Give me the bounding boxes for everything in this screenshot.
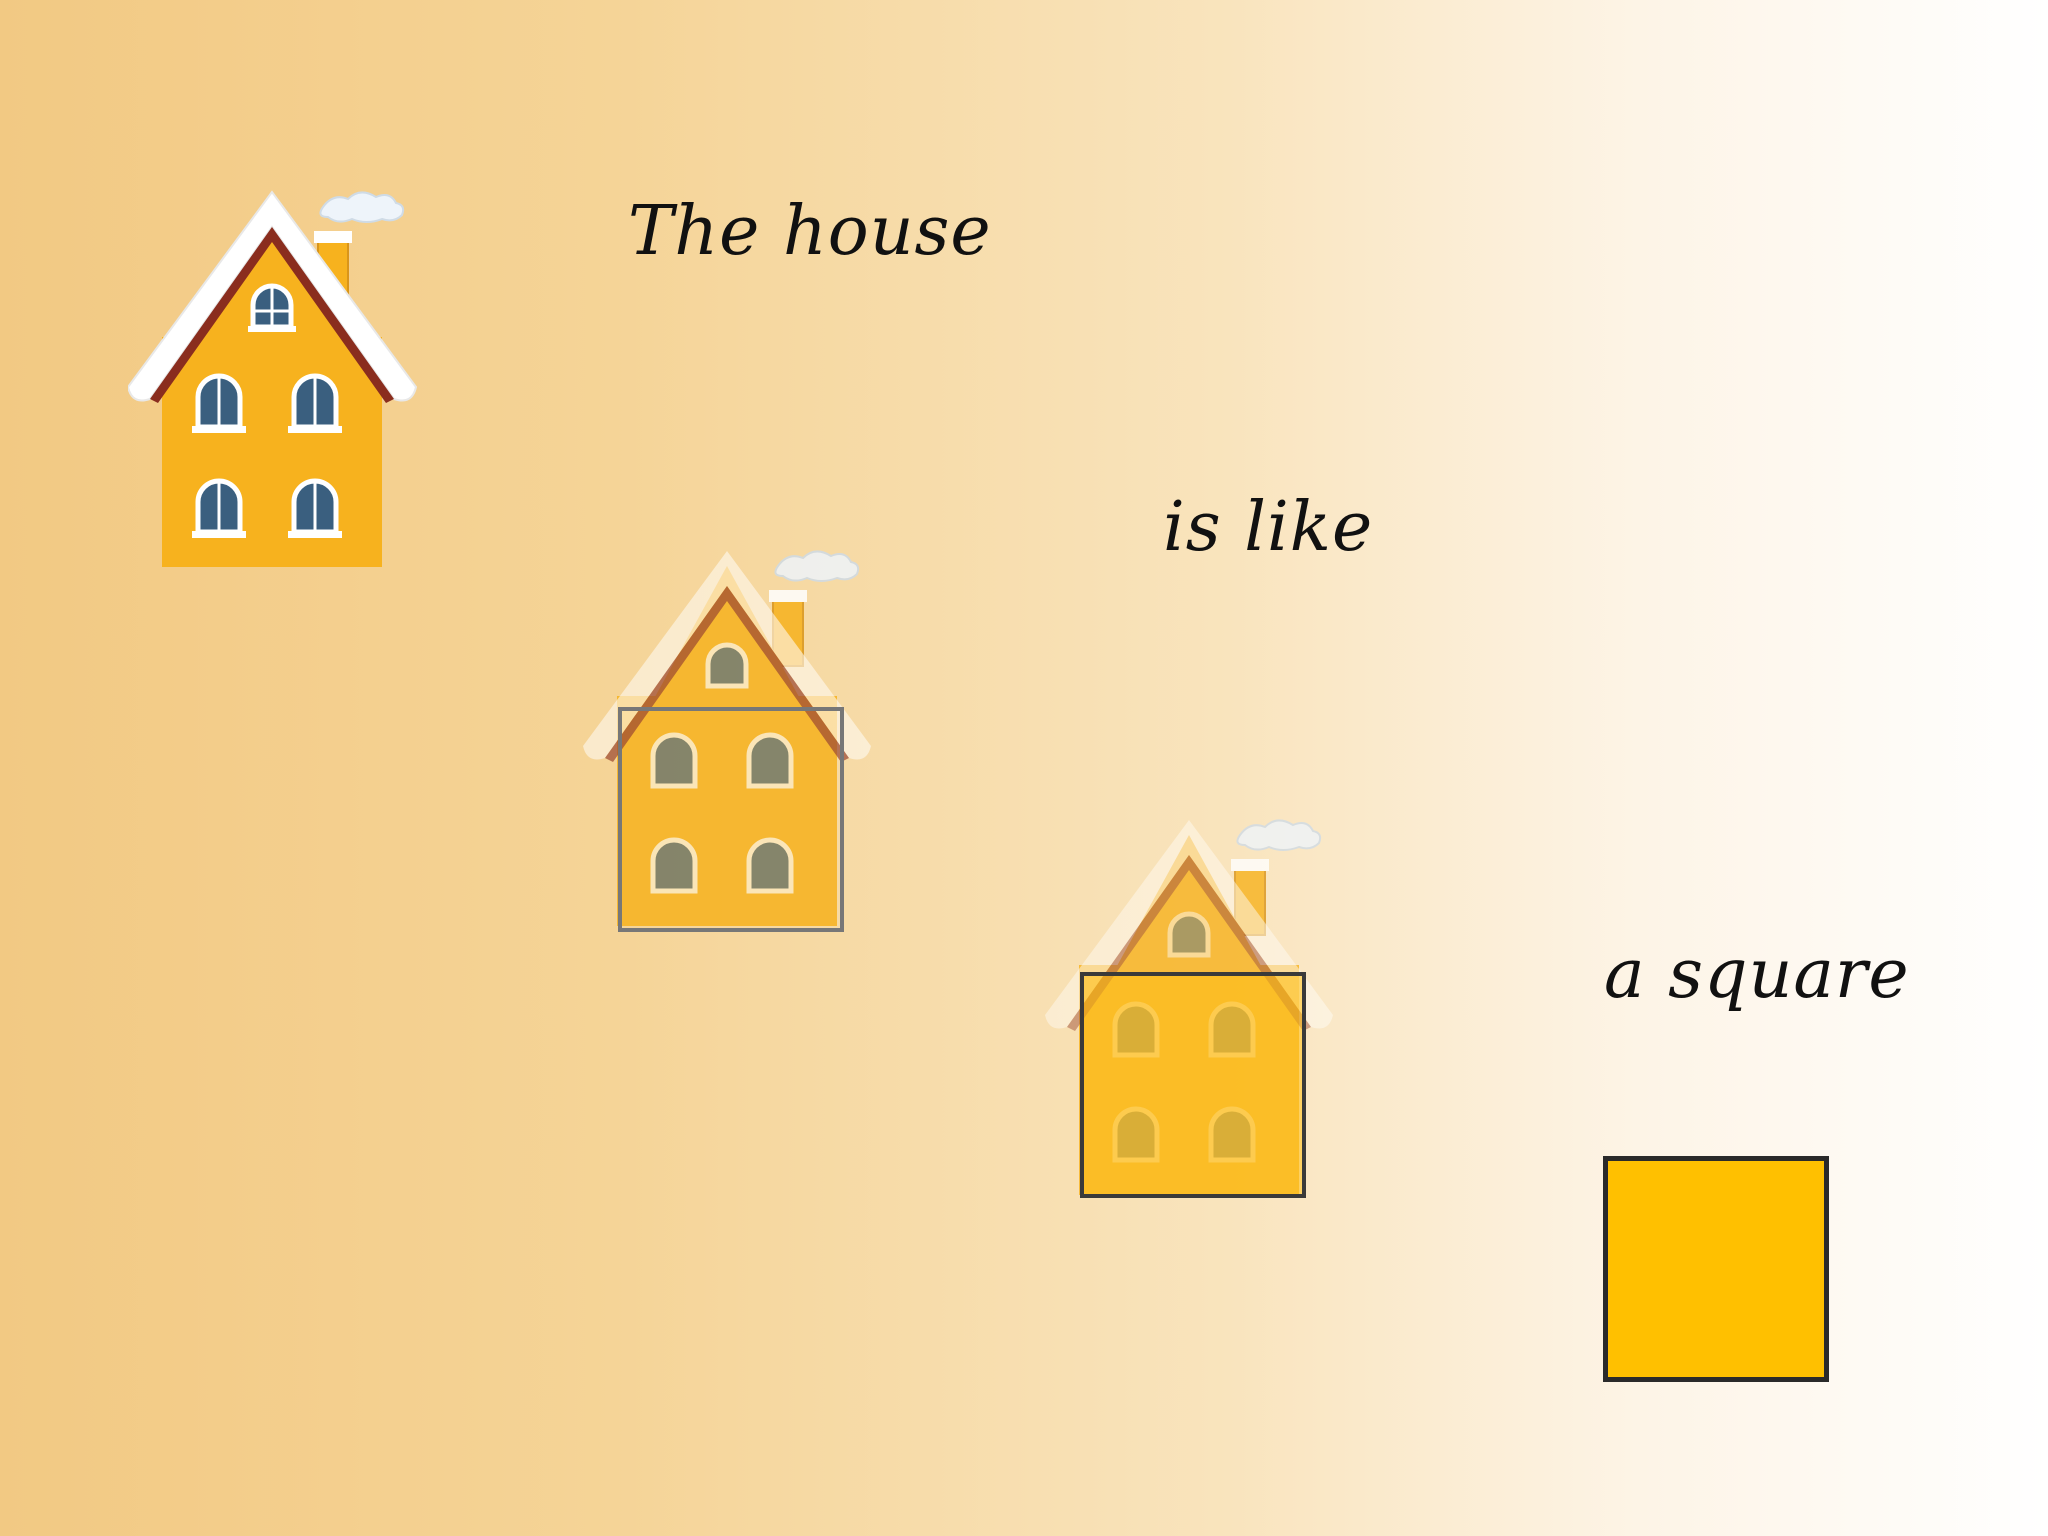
square-outline-overlay	[618, 707, 844, 932]
square-outline-overlay	[1080, 972, 1306, 1198]
house-icon	[128, 190, 418, 567]
caption-the-house: The house	[628, 192, 992, 271]
square-shape	[1603, 1156, 1829, 1382]
house-icon	[583, 550, 871, 926]
caption-is-like: is like	[1163, 488, 1374, 567]
caption-a-square: a square	[1604, 935, 1910, 1014]
